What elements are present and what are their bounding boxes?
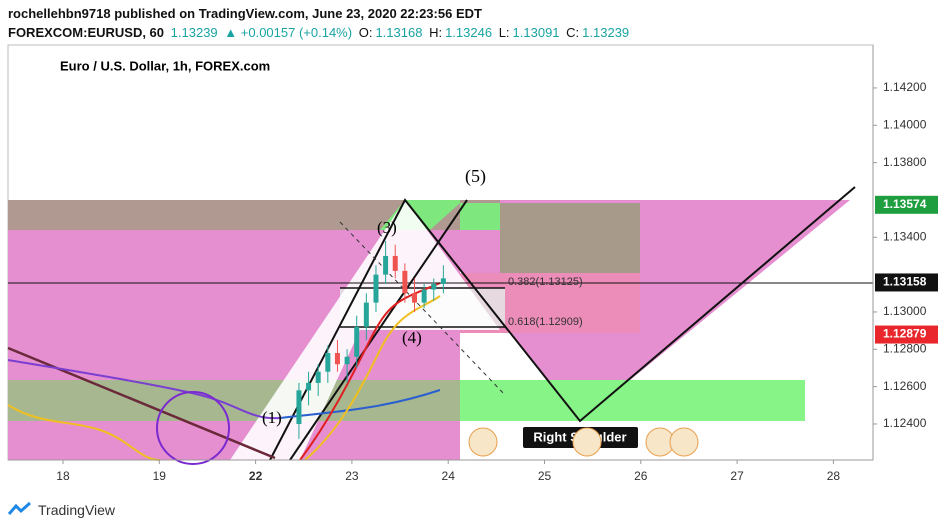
- publisher: rochellehbn9718 published on TradingView…: [8, 6, 482, 21]
- x-tick-label: 23: [345, 469, 359, 483]
- chart-title: Euro / U.S. Dollar, 1h, FOREX.com: [60, 58, 270, 73]
- brand: TradingView: [38, 502, 116, 518]
- candle-body: [373, 274, 379, 303]
- y-tick-label: 1.14000: [883, 117, 927, 131]
- last: 1.13239: [170, 25, 218, 40]
- trend-line: [7, 346, 276, 460]
- candle-body: [392, 255, 398, 271]
- y-tick-label: 1.14200: [883, 80, 927, 94]
- price-label: 1.13158: [883, 275, 927, 289]
- x-tick-label: 24: [442, 469, 456, 483]
- candle-body: [354, 326, 360, 357]
- y-tick-label: 1.13800: [883, 155, 927, 169]
- x-tick-label: 22: [249, 469, 263, 483]
- price-label-box: [875, 273, 938, 292]
- o: 1.13168: [375, 25, 423, 40]
- candle-body: [440, 278, 446, 284]
- candle-body: [325, 353, 331, 372]
- x-tick-label: 25: [538, 469, 552, 483]
- event-icon[interactable]: [572, 427, 602, 457]
- logo: [8, 501, 31, 515]
- wave-label: (1): [262, 408, 282, 427]
- candle-body: [431, 283, 437, 290]
- o-label: O:: [358, 25, 373, 40]
- h-label: H:: [429, 25, 443, 40]
- event-icon[interactable]: [669, 427, 699, 457]
- chart: (5) (3) (4) (1) 0.382(1.13125) 0.618(1.1…: [7, 44, 938, 483]
- x-tick-label: 28: [827, 469, 841, 483]
- price-label: 1.12879: [883, 327, 927, 341]
- footer: TradingView: [8, 501, 115, 519]
- wave-label: (4): [402, 328, 422, 347]
- c: 1.13239: [582, 25, 630, 40]
- candle-body: [383, 255, 389, 275]
- price-label-box: [875, 325, 938, 344]
- highlight-circle: [156, 391, 230, 465]
- change: ▲ +0.00157 (+0.14%): [224, 25, 353, 40]
- candle-body: [315, 371, 321, 383]
- drawings: [7, 186, 873, 465]
- candle-body: [363, 302, 369, 327]
- fib-label: 0.382(1.13125): [508, 276, 583, 288]
- ma: [7, 404, 161, 461]
- y-tick-label: 1.13000: [883, 304, 927, 318]
- quote-line: FOREXCOM:EURUSD, 60 1.13239 ▲ +0.00157 (…: [8, 25, 632, 40]
- price-label: 1.13574: [883, 197, 927, 211]
- y-tick-label: 1.13400: [883, 229, 927, 243]
- candle-body: [421, 289, 427, 303]
- candle-body: [296, 390, 302, 424]
- zone: [8, 380, 460, 421]
- price-label-box: [875, 195, 938, 214]
- y-tick-label: 1.12800: [883, 341, 927, 355]
- candle-body: [306, 382, 312, 391]
- event-icons: [468, 427, 699, 457]
- c-label: C:: [566, 25, 580, 40]
- candle-body: [344, 356, 350, 365]
- symbol: FOREXCOM:EURUSD, 60: [8, 25, 165, 40]
- pattern-line: [289, 199, 468, 461]
- ma: [299, 282, 441, 461]
- l: 1.13091: [512, 25, 560, 40]
- ma: [304, 295, 441, 461]
- zone: [500, 203, 640, 273]
- wave-label: (3): [377, 218, 397, 237]
- candle-body: [334, 353, 340, 365]
- wave-label: (5): [465, 166, 486, 187]
- candle-body: [411, 293, 417, 303]
- x-tick-label: 19: [153, 469, 167, 483]
- y-tick-label: 1.12400: [883, 416, 927, 430]
- y-tick-label: 1.12600: [883, 379, 927, 393]
- x-tick-label: 18: [56, 469, 70, 483]
- candle-body: [402, 270, 408, 294]
- h: 1.13246: [445, 25, 493, 40]
- fib-label: 0.618(1.12909): [508, 316, 583, 328]
- x-tick-label: 27: [730, 469, 744, 483]
- l-label: L:: [498, 25, 510, 40]
- event-icon[interactable]: [468, 427, 498, 457]
- x-tick-label: 26: [634, 469, 648, 483]
- pattern-line: [269, 186, 856, 461]
